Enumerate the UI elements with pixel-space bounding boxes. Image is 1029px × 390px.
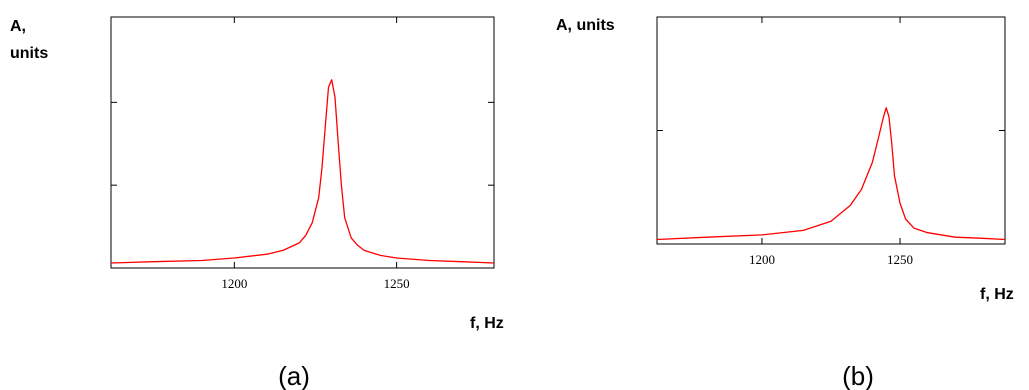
x-tick-label-b-0: 1200 [749,252,775,267]
series-line-b-0 [656,107,1006,241]
series-a [110,79,495,264]
chart-b: A, units f, Hz (b) 1200 1250 [556,16,1014,390]
ticks-a: 1200 1250 [111,17,494,291]
ticks-b: 1200 1250 [657,17,1005,267]
y-axis-label-b: A, units [556,17,615,34]
plot-frame-a [110,16,495,269]
plot-frame-b [656,16,1006,245]
x-tick-label-a-0: 1200 [221,276,247,291]
caption-b: (b) [842,361,874,390]
series-line-a-0 [110,79,495,264]
series-b [656,107,1006,241]
x-tick-label-b-1: 1250 [887,252,913,267]
x-tick-label-a-1: 1250 [384,276,410,291]
y-axis-label-a-line2: units [10,45,48,62]
x-axis-label-a: f, Hz [470,315,504,332]
caption-a: (a) [278,361,310,390]
y-axis-label-a-line1: A, [10,18,26,35]
chart-a: A, units f, Hz (a) 1200 1250 [10,16,504,390]
x-axis-label-b: f, Hz [980,286,1014,303]
